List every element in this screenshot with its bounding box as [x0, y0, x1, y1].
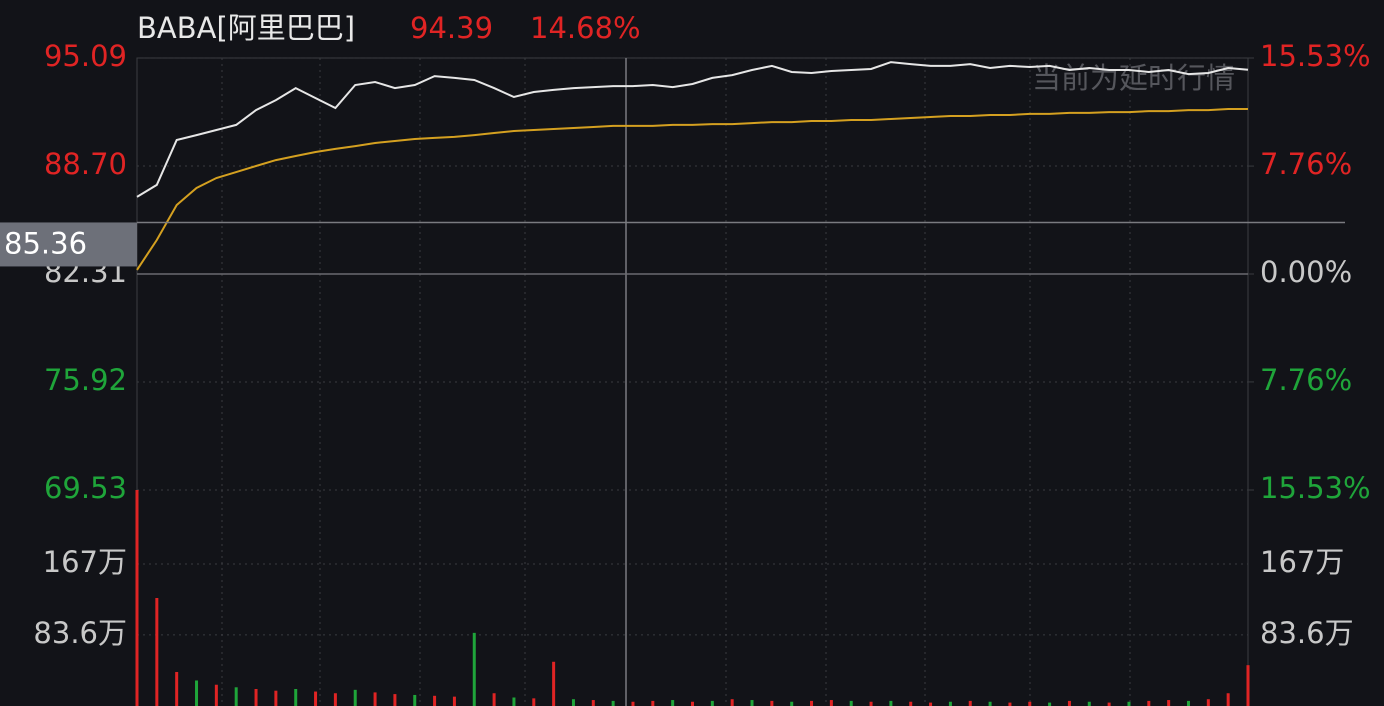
volume-bar [1028, 701, 1032, 706]
y2-tick-label: 7.76% [1260, 147, 1352, 181]
volume-bar [651, 700, 655, 706]
volume-bar [433, 695, 437, 706]
volume-bar [1167, 700, 1171, 706]
volume-bar [869, 701, 873, 706]
volume-bar [353, 689, 357, 706]
volume-bar [175, 671, 179, 706]
volume-bar [314, 691, 318, 706]
volume-bar [1186, 700, 1190, 706]
volume-bar [1147, 700, 1151, 706]
volume-bar [988, 701, 992, 706]
volume-bar [710, 700, 714, 706]
volume-bar [234, 687, 238, 706]
price-line [136, 61, 1249, 198]
price: 94.39 [410, 11, 493, 45]
symbol: BABA[阿里巴巴] [137, 11, 355, 45]
volume-bar [254, 688, 258, 706]
volume-bar [452, 696, 456, 706]
volume-bar [968, 700, 972, 706]
volume-bar [948, 701, 952, 706]
volume-bar [214, 684, 218, 706]
volume-bar [274, 690, 278, 706]
plot-frame [136, 57, 1249, 706]
volume-bar [552, 661, 556, 706]
volume-bar [1127, 701, 1131, 706]
volume-bar [1226, 693, 1230, 706]
volume-bar [492, 693, 496, 706]
y-tick-label: 95.09 [44, 39, 127, 73]
change: 14.68% [530, 11, 641, 45]
volume-bar [155, 598, 159, 706]
delay-note: 当前为延时行情 [1032, 61, 1235, 95]
volume-bar [413, 694, 417, 706]
volume-bar [1206, 699, 1210, 706]
volume-tick-label: 83.6万 [33, 616, 127, 650]
volume-bar [135, 490, 139, 706]
volume-bar [1008, 702, 1012, 706]
price-line [136, 108, 1248, 271]
volume-bar [790, 701, 794, 706]
volume-bar [373, 692, 377, 706]
volume-bar [889, 700, 893, 706]
volume-bar [1246, 665, 1250, 706]
volume-bar [770, 700, 774, 706]
volume-bar [611, 700, 615, 706]
volume-bar [472, 632, 476, 706]
volume-tick-label-right: 83.6万 [1260, 616, 1354, 650]
volume-bar [631, 701, 635, 706]
volume-bar [829, 700, 833, 706]
volume-bar [691, 701, 694, 706]
volume-bar [571, 699, 575, 706]
volume-bar [591, 700, 595, 706]
volume-tick-label-right: 167万 [1260, 545, 1344, 579]
volume-tick-label: 167万 [43, 545, 127, 579]
y2-tick-label: 0.00% [1260, 255, 1352, 289]
volume-bar [195, 680, 199, 706]
y-tick-label: 75.92 [44, 363, 127, 397]
volume-bar [333, 693, 337, 706]
volume-bar [929, 702, 933, 706]
y2-tick-label: 15.53% [1260, 471, 1371, 505]
y2-tick-label: 15.53% [1260, 39, 1371, 73]
y-tick-label: 88.70 [44, 147, 127, 181]
volume-bar [750, 700, 754, 706]
volume-bar [849, 700, 853, 706]
volume-bar [1107, 702, 1111, 706]
volume-bar [393, 694, 397, 706]
volume-bar [671, 700, 675, 706]
crosshair-label-box [0, 222, 137, 267]
volume-bar [1048, 702, 1052, 706]
crosshair-label: 85.36 [4, 226, 87, 260]
volume-bar [294, 688, 298, 706]
volume-bar [1087, 701, 1091, 706]
volume-bar [730, 699, 734, 706]
y-tick-label: 69.53 [44, 471, 127, 505]
volume-bar [512, 697, 516, 706]
y2-tick-label: 7.76% [1260, 363, 1352, 397]
volume-bar [532, 698, 536, 706]
volume-bar [810, 700, 814, 706]
volume-bar [909, 701, 913, 706]
volume-bar [1067, 700, 1071, 706]
